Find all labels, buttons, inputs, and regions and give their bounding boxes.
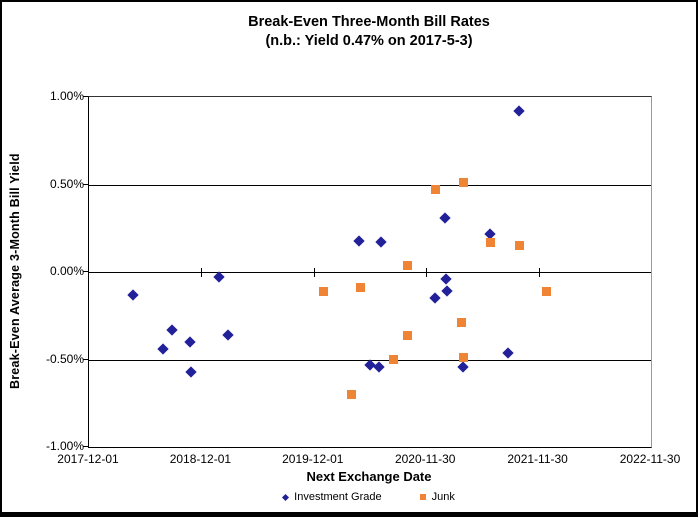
data-point-investment-grade bbox=[513, 105, 525, 117]
y-tick-label: 0.00% bbox=[49, 264, 84, 278]
x-tick-label: 2018-12-01 bbox=[169, 452, 232, 466]
data-point-investment-grade bbox=[221, 329, 234, 341]
chart-title-block: Break-Even Three-Month Bill Rates (n.b.:… bbox=[88, 13, 650, 51]
data-point-investment-grade bbox=[185, 366, 197, 378]
investment-grade-diamond-icon bbox=[282, 493, 290, 501]
data-point-junk bbox=[514, 241, 524, 251]
data-point-investment-grade bbox=[439, 273, 452, 285]
data-point-junk bbox=[389, 355, 399, 364]
y-tick-label: -1.00% bbox=[45, 439, 84, 453]
data-point-investment-grade bbox=[457, 360, 469, 373]
y-tick-label: 0.50% bbox=[49, 176, 84, 191]
legend: Investment Grade Junk bbox=[88, 491, 650, 503]
x-tick-label: 2022-11-30 bbox=[619, 452, 681, 466]
data-point-investment-grade bbox=[127, 289, 139, 301]
data-point-investment-grade bbox=[166, 324, 178, 336]
data-point-investment-grade bbox=[213, 271, 225, 283]
legend-label-investment-grade: Investment Grade bbox=[294, 491, 382, 503]
data-point-investment-grade bbox=[502, 346, 514, 359]
x-axis-title: Next Exchange Date bbox=[306, 469, 432, 484]
data-point-investment-grade bbox=[352, 234, 365, 247]
data-point-junk bbox=[318, 286, 328, 296]
data-point-junk bbox=[458, 353, 468, 363]
y-tick-mark bbox=[83, 358, 88, 360]
data-point-investment-grade bbox=[157, 343, 169, 355]
gridline-0.00 bbox=[89, 272, 651, 273]
x-tick-label: 2019-12-01 bbox=[282, 452, 344, 466]
data-point-investment-grade bbox=[441, 285, 453, 297]
data-point-investment-grade bbox=[184, 336, 196, 348]
x-tick-mark bbox=[538, 268, 540, 277]
data-point-junk bbox=[486, 237, 496, 247]
legend-item-investment-grade: Investment Grade bbox=[282, 491, 382, 503]
data-point-junk bbox=[542, 286, 552, 296]
data-point-junk bbox=[355, 283, 365, 293]
y-tick-label: 1.00% bbox=[49, 89, 84, 103]
chart-subtitle: (n.b.: Yield 0.47% on 2017-5-3) bbox=[265, 33, 473, 49]
data-point-junk bbox=[430, 185, 440, 195]
data-point-junk bbox=[402, 260, 412, 270]
data-point-junk bbox=[458, 178, 468, 188]
data-point-investment-grade bbox=[439, 212, 451, 224]
gridline-0.50 bbox=[89, 184, 651, 186]
data-point-junk bbox=[402, 330, 412, 340]
x-tick-mark bbox=[201, 268, 203, 277]
x-tick-label: 2021-11-30 bbox=[507, 452, 568, 466]
plot-area bbox=[88, 96, 652, 448]
x-tick-mark bbox=[426, 268, 428, 277]
data-point-investment-grade bbox=[429, 292, 441, 304]
data-point-junk bbox=[457, 318, 467, 328]
chart-title: Break-Even Three-Month Bill Rates bbox=[248, 14, 490, 30]
y-tick-mark bbox=[83, 183, 88, 185]
y-tick-label: -0.50% bbox=[45, 351, 84, 366]
data-point-junk bbox=[346, 390, 356, 399]
y-tick-mark bbox=[83, 446, 88, 447]
data-point-investment-grade bbox=[372, 360, 385, 373]
legend-label-junk: Junk bbox=[431, 491, 455, 503]
y-tick-mark bbox=[83, 271, 88, 272]
x-tick-label: 2020-11-30 bbox=[394, 452, 456, 466]
y-tick-mark bbox=[83, 96, 88, 97]
junk-square-icon bbox=[419, 494, 426, 500]
legend-item-junk: Junk bbox=[419, 491, 455, 503]
x-tick-mark bbox=[313, 268, 315, 277]
x-tick-label: 2017-12-01 bbox=[57, 452, 119, 466]
data-point-investment-grade bbox=[374, 236, 387, 248]
